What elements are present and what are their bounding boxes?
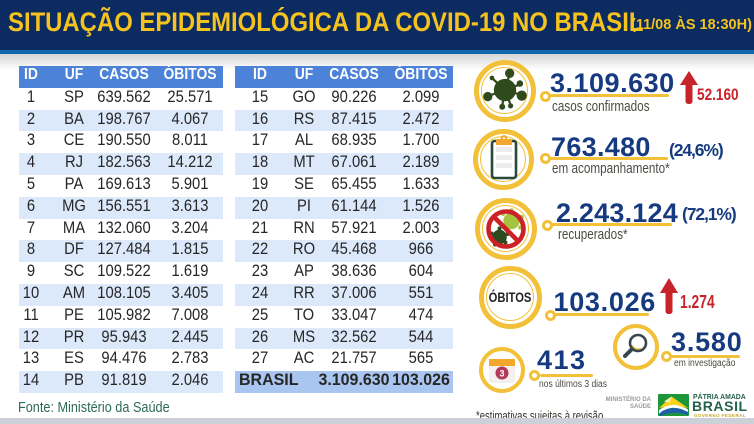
svg-text:3: 3 bbox=[499, 369, 504, 379]
